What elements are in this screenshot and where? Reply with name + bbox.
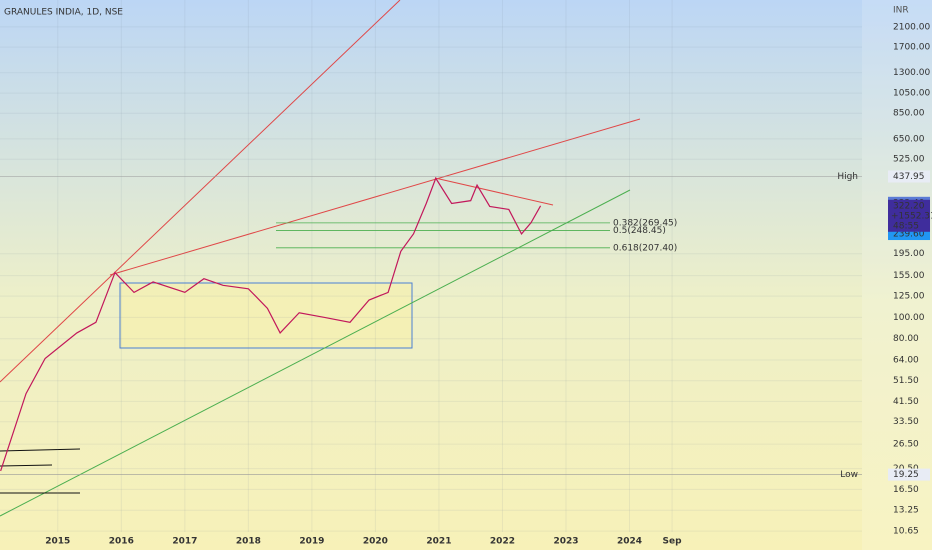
low-box [888,468,930,481]
x-tick-label: 2019 [299,537,324,547]
y-unit: INR [893,6,909,16]
high-box [888,170,930,183]
low-value: 19.25 [893,470,919,480]
y-tick-label: 26.50 [893,440,919,450]
price-line [0,176,542,472]
last-price: 322.20 [893,201,925,211]
x-tick-label: 2018 [236,537,261,547]
y-tick-label: 850.00 [893,109,925,119]
price-label: 239.60 [893,230,925,240]
y-tick-label: 13.25 [893,506,919,516]
x-tick-label: 2017 [172,537,197,547]
trendline [434,177,554,206]
fib-label: 0.5(248.45) [613,226,666,236]
y-tick-label: 195.00 [893,249,925,259]
high-name: High [837,172,858,182]
axis-band [862,0,932,550]
y-tick-label: 650.00 [893,134,925,144]
x-tick-label: 2024 [617,537,642,547]
y-tick-label: 51.50 [893,376,919,386]
y-tick-label: 100.00 [893,313,925,323]
y-tick-label: 1300.00 [893,68,930,78]
y-tick-label: 41.50 [893,397,919,407]
y-tick-label: 525.00 [893,155,925,165]
y-tick-label: 16.50 [893,485,919,495]
fib-label: 0.618(207.40) [613,243,677,253]
range-box [119,282,413,349]
drawn-line [0,464,53,467]
y-tick-label: 155.00 [893,271,925,281]
drawn-line [0,448,81,452]
x-tick-label: 2016 [109,537,134,547]
x-tick-label: Sep [663,537,683,547]
chart-title: GRANULES INDIA, 1D, NSE [4,8,123,18]
y-tick-label: 33.50 [893,417,919,427]
trendline [0,189,631,517]
x-tick-label: 2020 [363,537,388,547]
x-tick-label: 2022 [490,537,515,547]
last-price-box [888,199,930,232]
x-tick-label: 2015 [45,537,70,547]
x-tick-label: 2021 [426,537,451,547]
y-tick-label: 125.00 [893,292,925,302]
y-tick-label: 1050.00 [893,89,930,99]
high-value: 437.95 [893,172,925,182]
countdown: 48:55 [893,221,919,231]
change: +1552.31% [891,211,932,221]
fib-label: 0.382(269.45) [613,218,677,228]
y-tick-label: 10.65 [893,527,919,537]
y-tick-label: 64.00 [893,355,919,365]
y-tick-label: 2100.00 [893,22,930,32]
low-name: Low [840,470,858,480]
y-tick-label: 80.00 [893,334,919,344]
x-tick-label: 2023 [553,537,578,547]
trendline [109,118,641,276]
trendline [0,0,401,383]
y-tick-label: 1700.00 [893,43,930,53]
